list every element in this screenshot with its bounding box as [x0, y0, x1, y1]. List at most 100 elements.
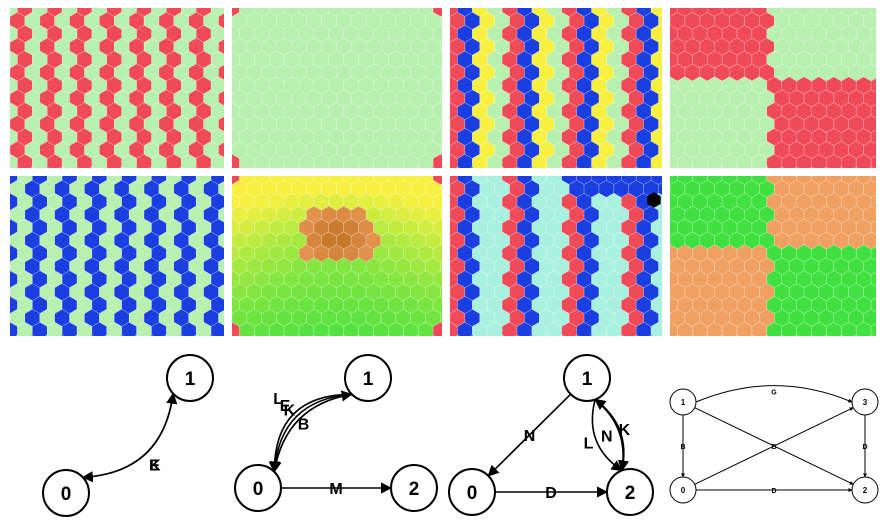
- hex-cell: [690, 334, 695, 336]
- edge-label: L: [273, 391, 283, 408]
- hex-cell: [194, 334, 199, 336]
- graph-edge: [695, 385, 853, 403]
- node-label: 2: [863, 486, 868, 495]
- hexmap-panel: [450, 176, 662, 336]
- hex-cell: [499, 334, 505, 336]
- hex-cell: [879, 258, 883, 275]
- hex-cell: [854, 334, 859, 336]
- hex-cell: [267, 334, 272, 336]
- hex-cell: [341, 166, 346, 168]
- node-label: 1: [582, 369, 593, 390]
- hex-cell: [879, 167, 883, 184]
- graph-node: [669, 476, 697, 504]
- hex-cell: [485, 166, 490, 168]
- hex-cell: [514, 334, 520, 336]
- hex-cell: [470, 334, 475, 336]
- hex-cell: [604, 334, 609, 336]
- hex-cell: [574, 334, 579, 336]
- node-label: 0: [253, 479, 264, 500]
- graph-edge: [268, 393, 352, 473]
- hex-cell: [356, 334, 361, 336]
- hex-cell: [705, 166, 710, 168]
- edge-label: K: [149, 457, 161, 474]
- hex-cell: [371, 166, 376, 168]
- hex-cell: [868, 166, 874, 168]
- hex-cell: [634, 334, 639, 336]
- hex-cell: [74, 166, 80, 168]
- graph-edge: [81, 393, 174, 483]
- hex-cell: [296, 334, 302, 336]
- hex-cell: [430, 334, 436, 336]
- graph-node: [234, 464, 282, 512]
- hex-cell: [371, 334, 376, 336]
- hex-cell: [59, 334, 65, 336]
- node-label: 0: [681, 486, 686, 495]
- hex-cell: [764, 166, 769, 168]
- hexmap-panel: [450, 8, 662, 168]
- edge-label: B: [680, 444, 685, 451]
- hex-cell: [634, 166, 639, 168]
- hex-cell: [356, 166, 361, 168]
- hex-cell: [104, 334, 109, 336]
- hex-cell: [749, 166, 755, 168]
- hex-cell: [499, 166, 505, 168]
- edge-label: G: [771, 390, 777, 397]
- hex-cell: [164, 166, 169, 168]
- hex-cell: [45, 334, 50, 336]
- hex-cell: [386, 166, 391, 168]
- hex-cell: [15, 334, 20, 336]
- hex-cell: [311, 166, 317, 168]
- hex-cell: [544, 334, 549, 336]
- hex-cell: [416, 166, 421, 168]
- hex-cell: [879, 232, 883, 249]
- edge-label: D: [771, 488, 776, 495]
- hex-cell: [45, 166, 50, 168]
- hex-cell: [514, 166, 520, 168]
- node-label: 3: [863, 398, 868, 407]
- graph-edge: [273, 390, 353, 472]
- hex-cell: [879, 284, 883, 301]
- graph-node: [606, 468, 654, 516]
- hex-cell: [824, 334, 829, 336]
- node-label: 2: [409, 479, 420, 500]
- hex-cell: [267, 166, 272, 168]
- node-label: 2: [625, 483, 636, 504]
- hex-cell: [194, 166, 199, 168]
- hex-cell: [386, 334, 391, 336]
- hex-cell: [854, 166, 859, 168]
- edge-label: M: [329, 481, 342, 498]
- hex-cell: [281, 166, 287, 168]
- hex-cell-marker: [647, 192, 661, 208]
- graph-edge: [487, 393, 572, 477]
- graph-edge: [591, 399, 623, 472]
- graph-edge: [694, 407, 854, 485]
- hex-cell: [794, 166, 799, 168]
- hexmap-panel: [670, 176, 883, 336]
- hex-cell: [675, 166, 680, 168]
- hexmap-panel: [10, 176, 224, 336]
- node-label: 1: [363, 369, 374, 390]
- hexmap-panel: [232, 8, 442, 168]
- hex-cell: [675, 334, 680, 336]
- edge-label: D: [545, 485, 557, 502]
- hex-cell: [455, 166, 460, 168]
- graph-node: [851, 388, 879, 416]
- edge-label: E: [149, 457, 160, 474]
- hex-cell: [89, 166, 95, 168]
- hex-cell: [134, 166, 139, 168]
- edge-label: K: [284, 402, 296, 419]
- hex-cell: [208, 166, 214, 168]
- hex-cell: [119, 166, 124, 168]
- node-label: 1: [185, 369, 196, 390]
- hex-cell: [455, 335, 470, 352]
- graph-edge: [269, 393, 352, 473]
- hex-cell: [401, 334, 406, 336]
- hex-cell: [879, 38, 883, 55]
- hex-cell: [59, 166, 65, 168]
- panels-grid: [10, 8, 883, 352]
- hex-cell: [779, 334, 784, 336]
- node-label: 0: [61, 484, 72, 505]
- hex-cell: [441, 335, 456, 352]
